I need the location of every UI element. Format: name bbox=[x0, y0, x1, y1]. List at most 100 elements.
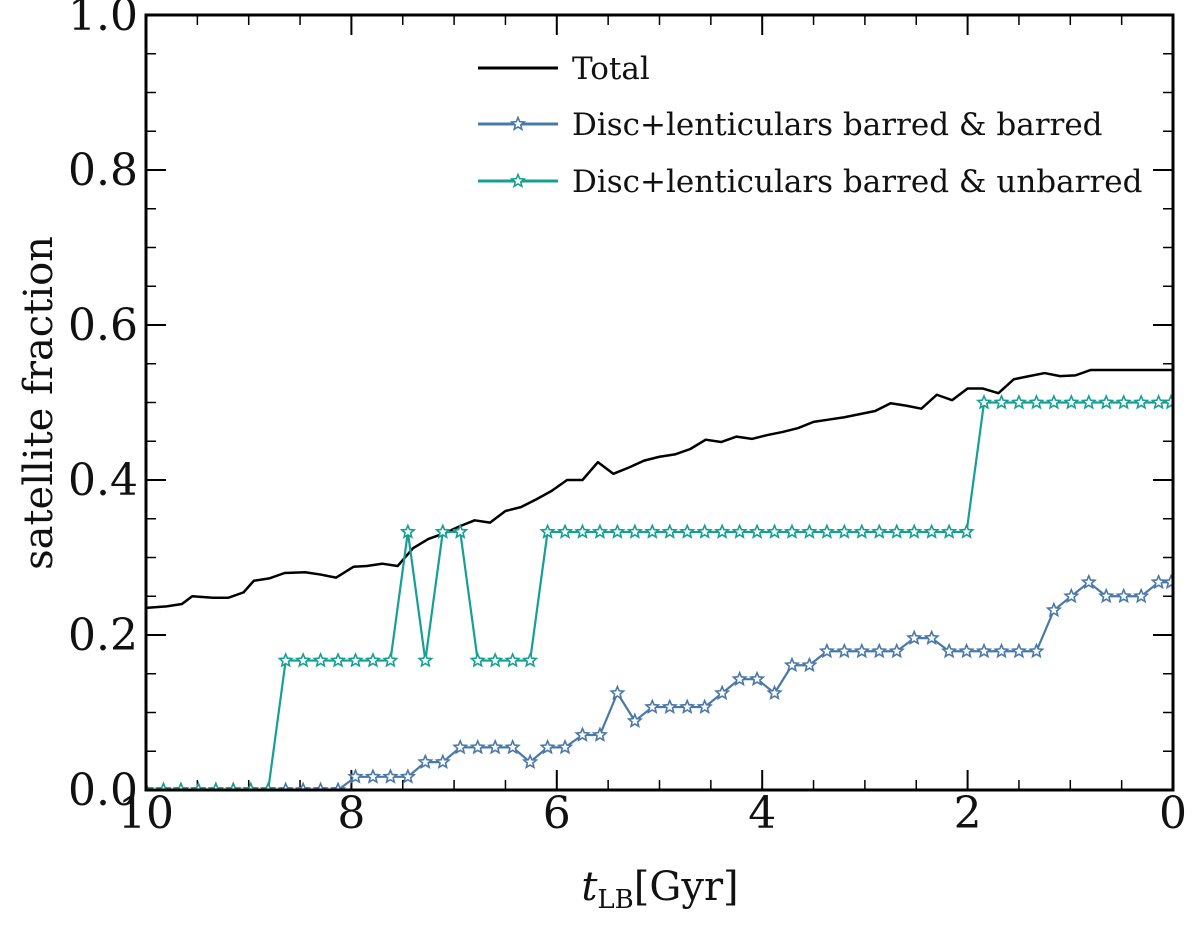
series-1-point bbox=[574, 726, 591, 742]
series-2-point bbox=[940, 523, 958, 539]
series-2-point bbox=[591, 523, 609, 539]
series-1-point bbox=[818, 642, 836, 659]
series-1-point bbox=[1162, 573, 1173, 590]
series-2-point bbox=[1187, 396, 1199, 408]
series-1-point bbox=[906, 629, 923, 646]
series-2-point bbox=[399, 523, 417, 539]
series-1-point bbox=[748, 670, 766, 687]
x-tick-label: 2 bbox=[954, 788, 982, 839]
x-tick-label: 10 bbox=[118, 788, 174, 839]
series-2-point bbox=[888, 523, 905, 539]
series-2-point bbox=[696, 523, 713, 539]
series-2-point bbox=[574, 523, 591, 539]
series-2-point bbox=[277, 651, 294, 668]
series-2-point bbox=[993, 393, 1010, 410]
series-1-point bbox=[888, 642, 905, 659]
series-2-point bbox=[1177, 396, 1189, 408]
series-2-point bbox=[452, 523, 469, 539]
series-1-point bbox=[539, 738, 556, 755]
series-1-point bbox=[329, 781, 347, 790]
y-axis-label: satellite fraction bbox=[16, 236, 62, 570]
series-2-point bbox=[609, 523, 626, 539]
series-1-point bbox=[993, 642, 1010, 659]
series-2-point bbox=[382, 651, 399, 668]
series-2-point bbox=[242, 781, 259, 790]
series-1-point bbox=[661, 698, 678, 715]
series-1-point bbox=[382, 768, 399, 784]
series-2-point bbox=[417, 651, 434, 668]
series-1-point bbox=[417, 753, 434, 770]
legend-item-barred-barred: Disc+lenticulars barred & barred bbox=[478, 107, 1103, 143]
series-2-point bbox=[1080, 393, 1097, 410]
series-1-point bbox=[923, 629, 940, 646]
series-1-point bbox=[1115, 587, 1132, 604]
y-tick-label: 0.8 bbox=[68, 145, 138, 196]
series-2-point bbox=[434, 523, 451, 539]
series-line-1 bbox=[146, 578, 1173, 790]
series-2-point bbox=[731, 523, 748, 539]
legend-item-total: Total bbox=[478, 51, 650, 87]
series-1-point bbox=[556, 738, 574, 755]
series-1-point bbox=[347, 768, 364, 784]
series-1-point bbox=[958, 642, 975, 659]
series-1-point bbox=[1080, 573, 1097, 590]
series-2-point bbox=[146, 781, 155, 790]
series-2-point bbox=[260, 781, 277, 790]
series-1-point bbox=[1177, 562, 1189, 574]
series-1-point bbox=[975, 642, 993, 659]
series-1-point bbox=[364, 768, 382, 784]
series-1-point bbox=[801, 656, 818, 673]
legend-item-barred-unbarred: Disc+lenticulars barred & unbarred bbox=[478, 164, 1142, 200]
series-2-point bbox=[801, 523, 818, 539]
series-1-point bbox=[521, 753, 539, 770]
legend-marker-barred-unbarred bbox=[509, 172, 527, 188]
series-1-point bbox=[434, 753, 451, 770]
series-1-point bbox=[766, 684, 783, 701]
series-2-point bbox=[679, 523, 696, 539]
legend: Total Disc+lenticulars barred & barred D… bbox=[478, 51, 1142, 200]
series-2-point bbox=[347, 651, 364, 668]
series-1-point bbox=[696, 698, 713, 715]
series-1-point bbox=[679, 698, 696, 715]
legend-star-1 bbox=[509, 115, 527, 131]
series-2-point bbox=[644, 523, 661, 539]
series-2-point bbox=[1028, 393, 1045, 410]
series-2-point bbox=[958, 523, 975, 539]
x-tick-label: 0 bbox=[1159, 788, 1187, 839]
series-2-point bbox=[172, 781, 190, 790]
legend-label-barred-barred: Disc+lenticulars barred & barred bbox=[572, 107, 1103, 143]
series-2-point bbox=[556, 523, 574, 539]
series-line-0 bbox=[146, 368, 1173, 610]
series-2-point bbox=[818, 523, 836, 539]
series-1-point bbox=[487, 738, 504, 755]
series-2-point bbox=[748, 523, 766, 539]
series-1-point bbox=[626, 712, 644, 728]
series-2-point bbox=[1162, 393, 1173, 410]
plot-frame bbox=[144, 13, 1175, 792]
legend-label-total: Total bbox=[572, 51, 650, 87]
series-2-point bbox=[766, 523, 783, 539]
series-2-point bbox=[487, 651, 504, 668]
series-1-point bbox=[871, 642, 888, 659]
series-1-point bbox=[399, 768, 417, 784]
series-2-point bbox=[975, 393, 993, 410]
series-1-point bbox=[1132, 587, 1150, 604]
series-2-point bbox=[521, 651, 539, 668]
series-2-point bbox=[312, 651, 329, 668]
y-tick-label: 0.2 bbox=[68, 610, 138, 661]
x-tick-label: 8 bbox=[337, 788, 365, 839]
series-2-point bbox=[783, 523, 801, 539]
series-1-point bbox=[853, 642, 870, 659]
series-1-point bbox=[1098, 587, 1115, 604]
series-2-point bbox=[329, 651, 347, 668]
legend-star-2 bbox=[509, 172, 527, 188]
series-2-point bbox=[504, 651, 521, 668]
series-2-point bbox=[1063, 393, 1080, 410]
series-2-point bbox=[853, 523, 870, 539]
x-axis-label: tLB[Gyr] bbox=[581, 864, 738, 915]
series-1-point bbox=[609, 684, 626, 701]
y-tick-label: 0.6 bbox=[68, 300, 138, 351]
series-2-point bbox=[469, 651, 486, 668]
series-2-point bbox=[661, 523, 678, 539]
series-2-point bbox=[1115, 393, 1132, 410]
